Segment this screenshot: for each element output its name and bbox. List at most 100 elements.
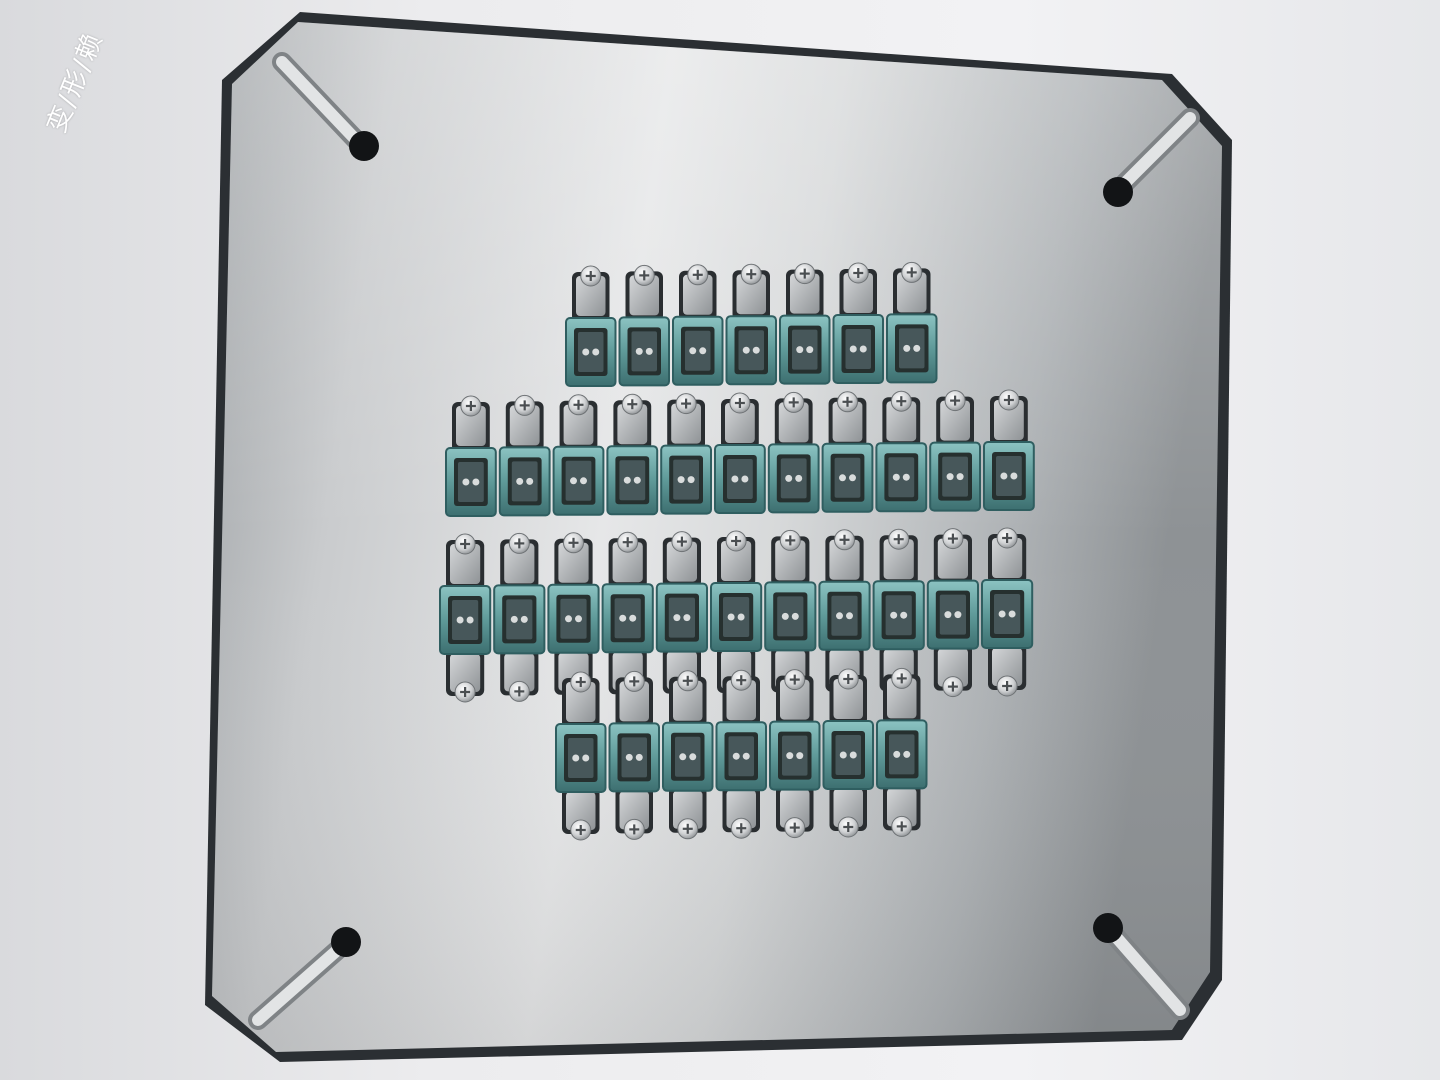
screw-icon	[783, 391, 805, 413]
hole-bottom-left	[331, 927, 361, 957]
connector	[672, 264, 724, 386]
screw-icon	[998, 389, 1020, 411]
bottom-tab	[829, 783, 867, 838]
connector	[822, 668, 874, 838]
screw-icon	[677, 670, 699, 692]
connector	[818, 529, 871, 699]
hole-top-left	[349, 131, 379, 161]
screw-icon	[623, 670, 645, 692]
screw-icon	[784, 817, 806, 839]
screw-icon	[633, 264, 655, 286]
top-tab	[505, 394, 544, 452]
screw-icon	[942, 528, 964, 550]
screw-icon	[944, 390, 966, 412]
bottom-tab	[988, 642, 1027, 697]
top-tab	[839, 262, 877, 319]
top-tab	[662, 531, 701, 588]
screw-icon	[454, 533, 476, 555]
connector	[498, 394, 551, 517]
row-3	[439, 527, 1034, 703]
screw-icon	[942, 676, 964, 698]
screw-icon	[996, 527, 1018, 549]
screw-icon	[890, 390, 912, 412]
bottom-tab	[615, 785, 653, 840]
connector	[875, 390, 928, 513]
connector	[983, 389, 1035, 511]
hole-top-right	[1103, 177, 1133, 207]
screw-icon	[514, 394, 536, 416]
screw-icon	[570, 671, 592, 693]
connector	[767, 391, 820, 514]
connector	[662, 670, 714, 840]
top-tab	[613, 393, 652, 451]
plate-gloss	[212, 22, 1222, 1052]
top-tab	[774, 391, 813, 449]
bottom-tab	[933, 642, 972, 698]
connector	[660, 393, 713, 515]
top-tab	[559, 394, 598, 451]
top-tab	[625, 264, 663, 322]
connector	[821, 391, 874, 513]
screw-icon	[837, 391, 858, 413]
connector	[929, 390, 982, 512]
screw-icon	[687, 264, 709, 286]
top-tab	[500, 532, 539, 590]
connector	[606, 393, 659, 516]
top-tab	[990, 389, 1028, 446]
connector	[555, 671, 607, 841]
screw-icon	[623, 818, 645, 840]
top-tab	[882, 390, 921, 448]
connector	[714, 392, 766, 514]
top-tab	[771, 529, 810, 587]
connector	[764, 529, 817, 699]
bottom-tab	[562, 786, 600, 841]
top-tab	[608, 531, 647, 589]
top-tab	[446, 533, 485, 590]
screw-icon	[563, 532, 584, 554]
top-tab	[562, 671, 600, 728]
top-tab	[554, 532, 593, 589]
screw-icon	[837, 816, 859, 838]
row-1	[565, 261, 938, 387]
top-tab	[786, 263, 824, 320]
connector-array	[439, 261, 1035, 841]
connector	[769, 669, 821, 839]
screw-icon	[847, 262, 869, 284]
connector	[618, 264, 670, 387]
screw-icon	[888, 528, 910, 550]
hole-bottom-right	[1093, 913, 1123, 943]
connector	[439, 533, 492, 703]
screw-icon	[996, 675, 1018, 697]
connector	[565, 265, 617, 387]
top-tab	[452, 395, 490, 452]
top-tab	[679, 264, 717, 321]
connector	[779, 263, 831, 385]
screw-icon	[675, 393, 697, 415]
top-tab	[615, 670, 653, 728]
screw-icon	[730, 669, 752, 691]
screw-icon	[671, 531, 693, 553]
connector	[981, 527, 1034, 697]
connector	[832, 262, 884, 384]
screw-icon	[454, 681, 476, 703]
screw-icon	[834, 529, 855, 551]
row-4	[555, 667, 928, 841]
corner-slots	[248, 52, 1200, 1030]
bottom-tab	[500, 647, 539, 702]
top-tab	[667, 393, 705, 450]
screw-icon	[508, 680, 530, 702]
top-tab	[829, 668, 867, 725]
connector	[886, 261, 938, 384]
connector	[493, 532, 546, 702]
top-tab	[669, 670, 707, 727]
top-tab	[721, 392, 759, 449]
connector	[715, 669, 767, 839]
screw-icon	[508, 532, 530, 554]
top-tab	[828, 391, 867, 448]
connector	[876, 667, 928, 837]
screw-icon	[460, 395, 482, 417]
bottom-tab	[776, 783, 814, 839]
top-tab	[722, 669, 760, 727]
mounting-holes	[331, 131, 1133, 957]
